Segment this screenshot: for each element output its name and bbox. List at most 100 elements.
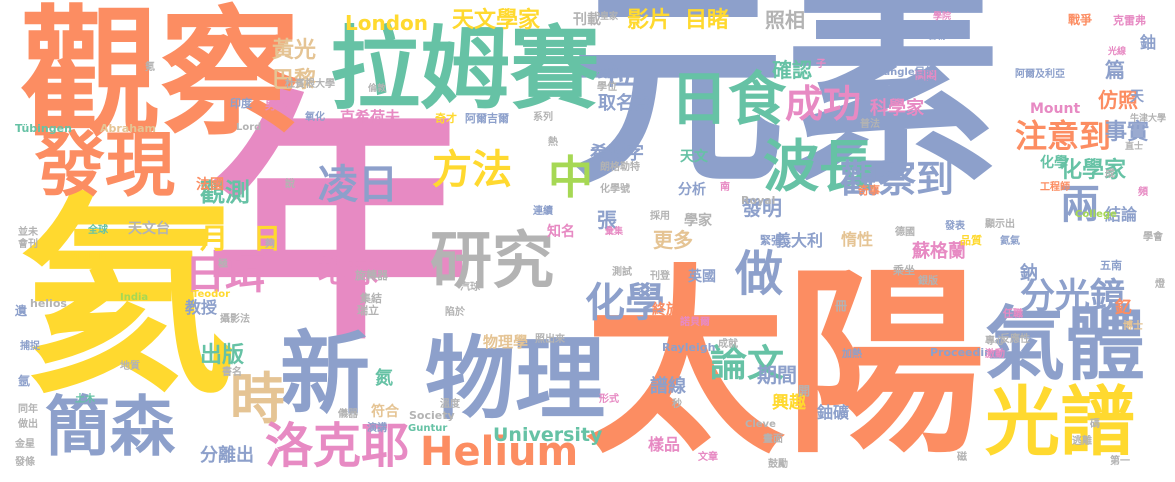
cloud-word: 發現 xyxy=(35,124,175,206)
cloud-word: 物理學 xyxy=(483,333,529,351)
cloud-word: 注意到 xyxy=(1015,117,1112,155)
cloud-word: 發表 xyxy=(945,221,965,232)
cloud-word: 形式 xyxy=(599,394,619,405)
cloud-word: 氧化 xyxy=(305,112,325,123)
cloud-word: 位 xyxy=(605,57,635,92)
cloud-word: 研究 xyxy=(430,224,555,297)
cloud-word: 開 xyxy=(798,384,811,398)
cloud-word: 氪 xyxy=(145,62,155,73)
cloud-word: 朗格勒特 xyxy=(600,162,640,173)
cloud-word: 化學號 xyxy=(600,184,630,195)
cloud-word: 儀器 xyxy=(338,409,358,420)
cloud-word: 物理 xyxy=(425,327,605,432)
cloud-word: 光譜 xyxy=(985,378,1136,466)
cloud-word: 遺 xyxy=(15,304,28,318)
cloud-word: Society xyxy=(409,409,455,422)
cloud-word: Royal xyxy=(741,194,776,207)
cloud-word: 攝影法 xyxy=(220,314,250,325)
cloud-word: 學家 xyxy=(684,213,712,229)
cloud-word: 事實 xyxy=(1105,120,1150,145)
cloud-word: 方法 xyxy=(432,147,512,193)
cloud-word: 發明 xyxy=(742,196,782,220)
cloud-word: 連續 xyxy=(533,206,553,217)
cloud-word: 時 xyxy=(230,367,286,431)
cloud-word: 目的 xyxy=(915,67,935,78)
cloud-word: 加熱 xyxy=(842,349,862,360)
cloud-word: 化學 xyxy=(1040,155,1068,171)
cloud-word: 符合 xyxy=(371,404,399,420)
cloud-word: 裝置 xyxy=(596,67,618,80)
cloud-word: 成就 xyxy=(718,339,738,350)
cloud-word: 陷於 xyxy=(445,307,465,318)
cloud-word: 採用 xyxy=(650,211,670,222)
cloud-word: 圖團 xyxy=(915,69,937,82)
cloud-word: 做 xyxy=(735,246,784,302)
cloud-word: helios xyxy=(30,297,67,310)
cloud-word: 化學 xyxy=(585,280,665,326)
cloud-word: 釔 xyxy=(1115,298,1132,318)
cloud-word: 分離出 xyxy=(200,445,254,466)
cloud-word: 溫度 xyxy=(440,399,460,410)
cloud-word: 樁子 xyxy=(915,79,935,90)
cloud-word: 集結 xyxy=(360,292,382,305)
cloud-word: 瑞立 xyxy=(357,304,379,317)
cloud-word: 論文 xyxy=(710,342,784,385)
cloud-word: 英國 xyxy=(688,269,716,285)
cloud-word: 天文學家 xyxy=(452,8,541,33)
cloud-word: 義大利 xyxy=(775,231,824,250)
cloud-word: Proceedings xyxy=(930,346,1007,359)
cloud-word: Cleve xyxy=(745,419,776,430)
cloud-word: 兩 xyxy=(1060,182,1100,228)
cloud-word: 金星 xyxy=(15,439,35,450)
cloud-word: 文章 xyxy=(698,452,718,463)
cloud-word: 波長 xyxy=(763,135,875,200)
cloud-word: 奇事 xyxy=(858,184,880,197)
cloud-word: 克希荷夫 xyxy=(340,108,401,126)
cloud-word: 學會 xyxy=(1143,232,1163,243)
cloud-word: 旋轉器 xyxy=(355,269,388,282)
cloud-word: 分光鏡 xyxy=(1020,277,1126,317)
cloud-word: Guntur xyxy=(408,423,448,434)
cloud-word: 系列 xyxy=(533,112,553,123)
cloud-word: 希臘字 xyxy=(590,143,644,164)
cloud-word: 阿爾吉爾 xyxy=(465,112,509,125)
cloud-word: 影片 xyxy=(627,8,672,33)
cloud-word: 拉姆賽 xyxy=(330,17,600,122)
cloud-word: argon xyxy=(70,249,107,262)
cloud-word: 取名為 xyxy=(598,93,652,114)
cloud-word: 合物 xyxy=(928,32,947,42)
cloud-word: 觀察到 xyxy=(840,157,955,201)
cloud-word: 成 xyxy=(1105,169,1115,180)
cloud-word: 畫面 xyxy=(763,434,783,445)
cloud-word: Mount xyxy=(1030,101,1081,117)
cloud-word: 五南 xyxy=(1100,259,1122,272)
cloud-word: 氦 xyxy=(20,172,235,423)
cloud-word: 氮 xyxy=(375,368,393,389)
cloud-word: 逃離 xyxy=(1072,436,1092,447)
cloud-word: 地質 xyxy=(120,361,140,372)
cloud-word: 知名 xyxy=(547,224,575,240)
cloud-word: 刊載 xyxy=(573,12,601,28)
cloud-word: 氦氣 xyxy=(1000,236,1020,247)
cloud-word: 成功 xyxy=(785,82,862,126)
cloud-word: 戰爭 xyxy=(1068,13,1093,27)
cloud-word: 激動 xyxy=(985,349,1005,360)
cloud-word: University xyxy=(493,424,603,446)
cloud-word: 任職 xyxy=(1003,309,1023,320)
cloud-word: 日 xyxy=(253,222,282,255)
cloud-word: 篇 xyxy=(1105,58,1125,82)
cloud-word: Tübingen xyxy=(15,122,72,135)
cloud-word: 克雷弗 xyxy=(1113,14,1146,27)
cloud-word: 品質 xyxy=(960,234,982,247)
cloud-word: 全球 xyxy=(88,225,108,236)
cloud-word: 分析 xyxy=(678,182,706,198)
cloud-word: 惰性 xyxy=(841,230,874,249)
cloud-word: India xyxy=(120,292,149,303)
cloud-word: 期間 xyxy=(757,363,797,387)
cloud-word: 鈉 xyxy=(1020,263,1038,284)
cloud-word: 法國 xyxy=(196,177,224,193)
cloud-word: 天文 xyxy=(680,149,708,165)
cloud-word: 地球 xyxy=(318,255,378,290)
cloud-word: 德國 xyxy=(895,227,915,238)
cloud-word: 鈾 xyxy=(1140,33,1157,52)
